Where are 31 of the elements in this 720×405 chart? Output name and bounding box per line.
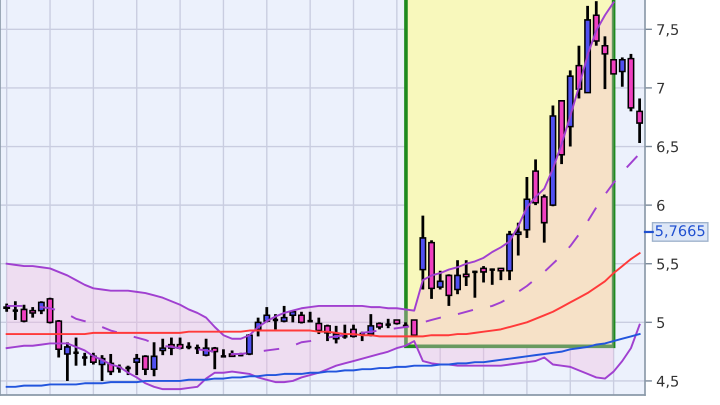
candlestick: [462, 258, 470, 288]
candlestick: [636, 97, 644, 144]
y-tick-label: 6,5: [657, 141, 678, 154]
candlestick: [488, 267, 496, 286]
line-series: [6, 324, 641, 390]
candlestick: [246, 332, 253, 357]
candlestick: [11, 300, 20, 322]
candlestick: [436, 269, 444, 291]
line-series: [6, 333, 641, 388]
candlestick: [72, 336, 80, 368]
candlestick: [618, 56, 626, 88]
candlestick: [280, 304, 288, 324]
y-tick-label: 6: [657, 200, 664, 211]
candlestick: [272, 312, 280, 331]
candlestick: [64, 340, 71, 382]
candlestick: [384, 317, 392, 330]
y-tick-label: 5,5: [657, 258, 678, 271]
candlestick: [306, 310, 314, 324]
candlestick: [601, 34, 608, 90]
candlestick: [610, 59, 618, 75]
candlestick: [80, 351, 89, 368]
candlestick: [133, 352, 140, 376]
candlestick: [480, 264, 488, 284]
y-tick-label: 5: [657, 317, 664, 328]
y-tick-label: 7,5: [657, 24, 678, 37]
candlestick: [159, 337, 166, 357]
text: 5,7665: [656, 225, 704, 238]
candlestick: [193, 343, 202, 356]
candlestick: [470, 269, 479, 300]
y-tick-label: 7: [657, 82, 664, 94]
y-tick-label: 4,5: [656, 376, 678, 388]
